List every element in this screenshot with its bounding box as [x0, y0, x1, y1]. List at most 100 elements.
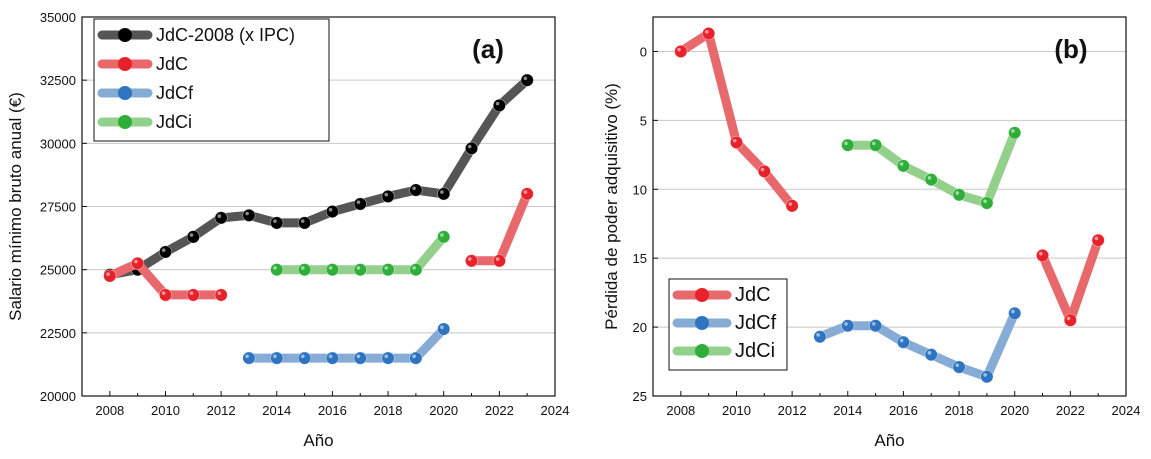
data-point [409, 183, 423, 197]
x-tick-label: 2008 [666, 403, 695, 418]
data-point [869, 138, 883, 152]
data-point-highlight [788, 202, 793, 206]
data-point [103, 269, 117, 283]
x-tick-label: 2016 [318, 403, 347, 418]
data-point-highlight [300, 266, 305, 270]
data-point [492, 98, 506, 112]
data-point [409, 263, 423, 277]
data-point [437, 322, 451, 336]
x-tick-label: 2022 [1056, 403, 1085, 418]
data-point [214, 211, 228, 225]
y-tick-label: 0 [640, 44, 647, 59]
data-point [841, 319, 855, 333]
data-point [437, 187, 451, 201]
y-tick-label: 22500 [40, 326, 76, 341]
data-point [298, 216, 312, 230]
data-point-highlight [328, 354, 333, 359]
x-tick-label: 2014 [833, 403, 862, 418]
series-jdcf [813, 306, 1022, 384]
panel-label: (b) [1054, 34, 1087, 64]
data-point [896, 335, 910, 349]
y-tick-label: 30000 [40, 136, 76, 151]
data-point [270, 351, 284, 365]
legend-label: JdCf [156, 83, 194, 103]
y-tick-label: 5 [640, 113, 647, 128]
series-line [676, 29, 797, 211]
x-tick-label: 2024 [1112, 403, 1141, 418]
data-point [270, 263, 284, 277]
data-point-highlight [732, 138, 737, 143]
data-point-highlight [217, 291, 222, 295]
data-point [131, 256, 145, 270]
x-tick-label: 2018 [945, 403, 974, 418]
data-point-highlight [1011, 309, 1015, 314]
y-tick-label: 10 [633, 182, 647, 197]
legend-label: JdCf [735, 312, 777, 334]
series-jdcf [242, 322, 451, 365]
data-point-highlight [384, 354, 389, 359]
x-tick-label: 2012 [207, 403, 236, 418]
x-axis-title: Año [303, 431, 333, 450]
y-tick-label: 20 [633, 320, 647, 335]
y-axis-title: Pérdida de poder adquisitivo (%) [602, 83, 621, 330]
y-tick-label: 20000 [40, 389, 76, 404]
data-point-highlight [245, 354, 249, 359]
data-point [242, 208, 256, 222]
data-point [520, 73, 534, 87]
legend-swatch-marker [695, 316, 709, 330]
data-point [1091, 233, 1105, 247]
data-point [186, 230, 200, 244]
data-point [325, 205, 339, 219]
x-tick-label: 2022 [485, 403, 514, 418]
legend: JdC-2008 (x IPC) JdC JdCf JdCi [93, 18, 330, 142]
y-tick-label: 27500 [40, 200, 76, 215]
y-tick-label: 15 [633, 251, 647, 266]
data-point-highlight [412, 186, 416, 191]
data-point [785, 199, 799, 213]
data-point [952, 188, 966, 202]
data-point-highlight [1094, 236, 1099, 241]
legend-swatch-marker [118, 86, 132, 100]
data-point [1063, 313, 1077, 327]
data-point-highlight [1038, 251, 1043, 256]
data-point-highlight [273, 354, 277, 359]
data-point [381, 263, 395, 277]
data-point [158, 288, 172, 302]
data-point-highlight [523, 76, 528, 81]
data-point [980, 370, 994, 384]
legend-label: JdC-2008 (x IPC) [156, 25, 295, 45]
series-jdci [270, 230, 451, 277]
data-point-highlight [412, 354, 416, 359]
series-line [105, 75, 532, 280]
data-point-highlight [134, 259, 138, 264]
data-point-highlight [356, 266, 361, 270]
series-jdci [841, 126, 1022, 210]
data-point [242, 351, 256, 365]
data-point-highlight [189, 291, 194, 295]
data-point [298, 351, 312, 365]
data-point-highlight [927, 176, 932, 180]
series-jdc [674, 27, 1105, 327]
data-point-highlight [161, 248, 166, 252]
data-point-highlight [523, 190, 528, 194]
data-point-highlight [245, 211, 249, 216]
data-point [409, 351, 423, 365]
y-tick-label: 32500 [40, 73, 76, 88]
data-point [437, 230, 451, 244]
plot-frame [652, 16, 1127, 397]
data-point-highlight [440, 233, 444, 237]
data-point-highlight [495, 101, 500, 106]
data-point [325, 351, 339, 365]
data-point [813, 330, 827, 344]
legend-label: JdCi [735, 340, 775, 362]
legend-swatch-marker [695, 288, 709, 302]
x-tick-label: 2020 [429, 403, 458, 418]
data-point [729, 135, 743, 149]
chart-panel-b: 2008 2010 2012 2014 2016 2018 2020 2022 2024 0 5 10… [602, 16, 1141, 450]
data-point-highlight [384, 266, 389, 270]
legend-swatch-marker [118, 115, 132, 129]
data-point-highlight [899, 338, 904, 343]
data-point [869, 319, 883, 333]
y-tick-label: 25000 [40, 263, 76, 278]
